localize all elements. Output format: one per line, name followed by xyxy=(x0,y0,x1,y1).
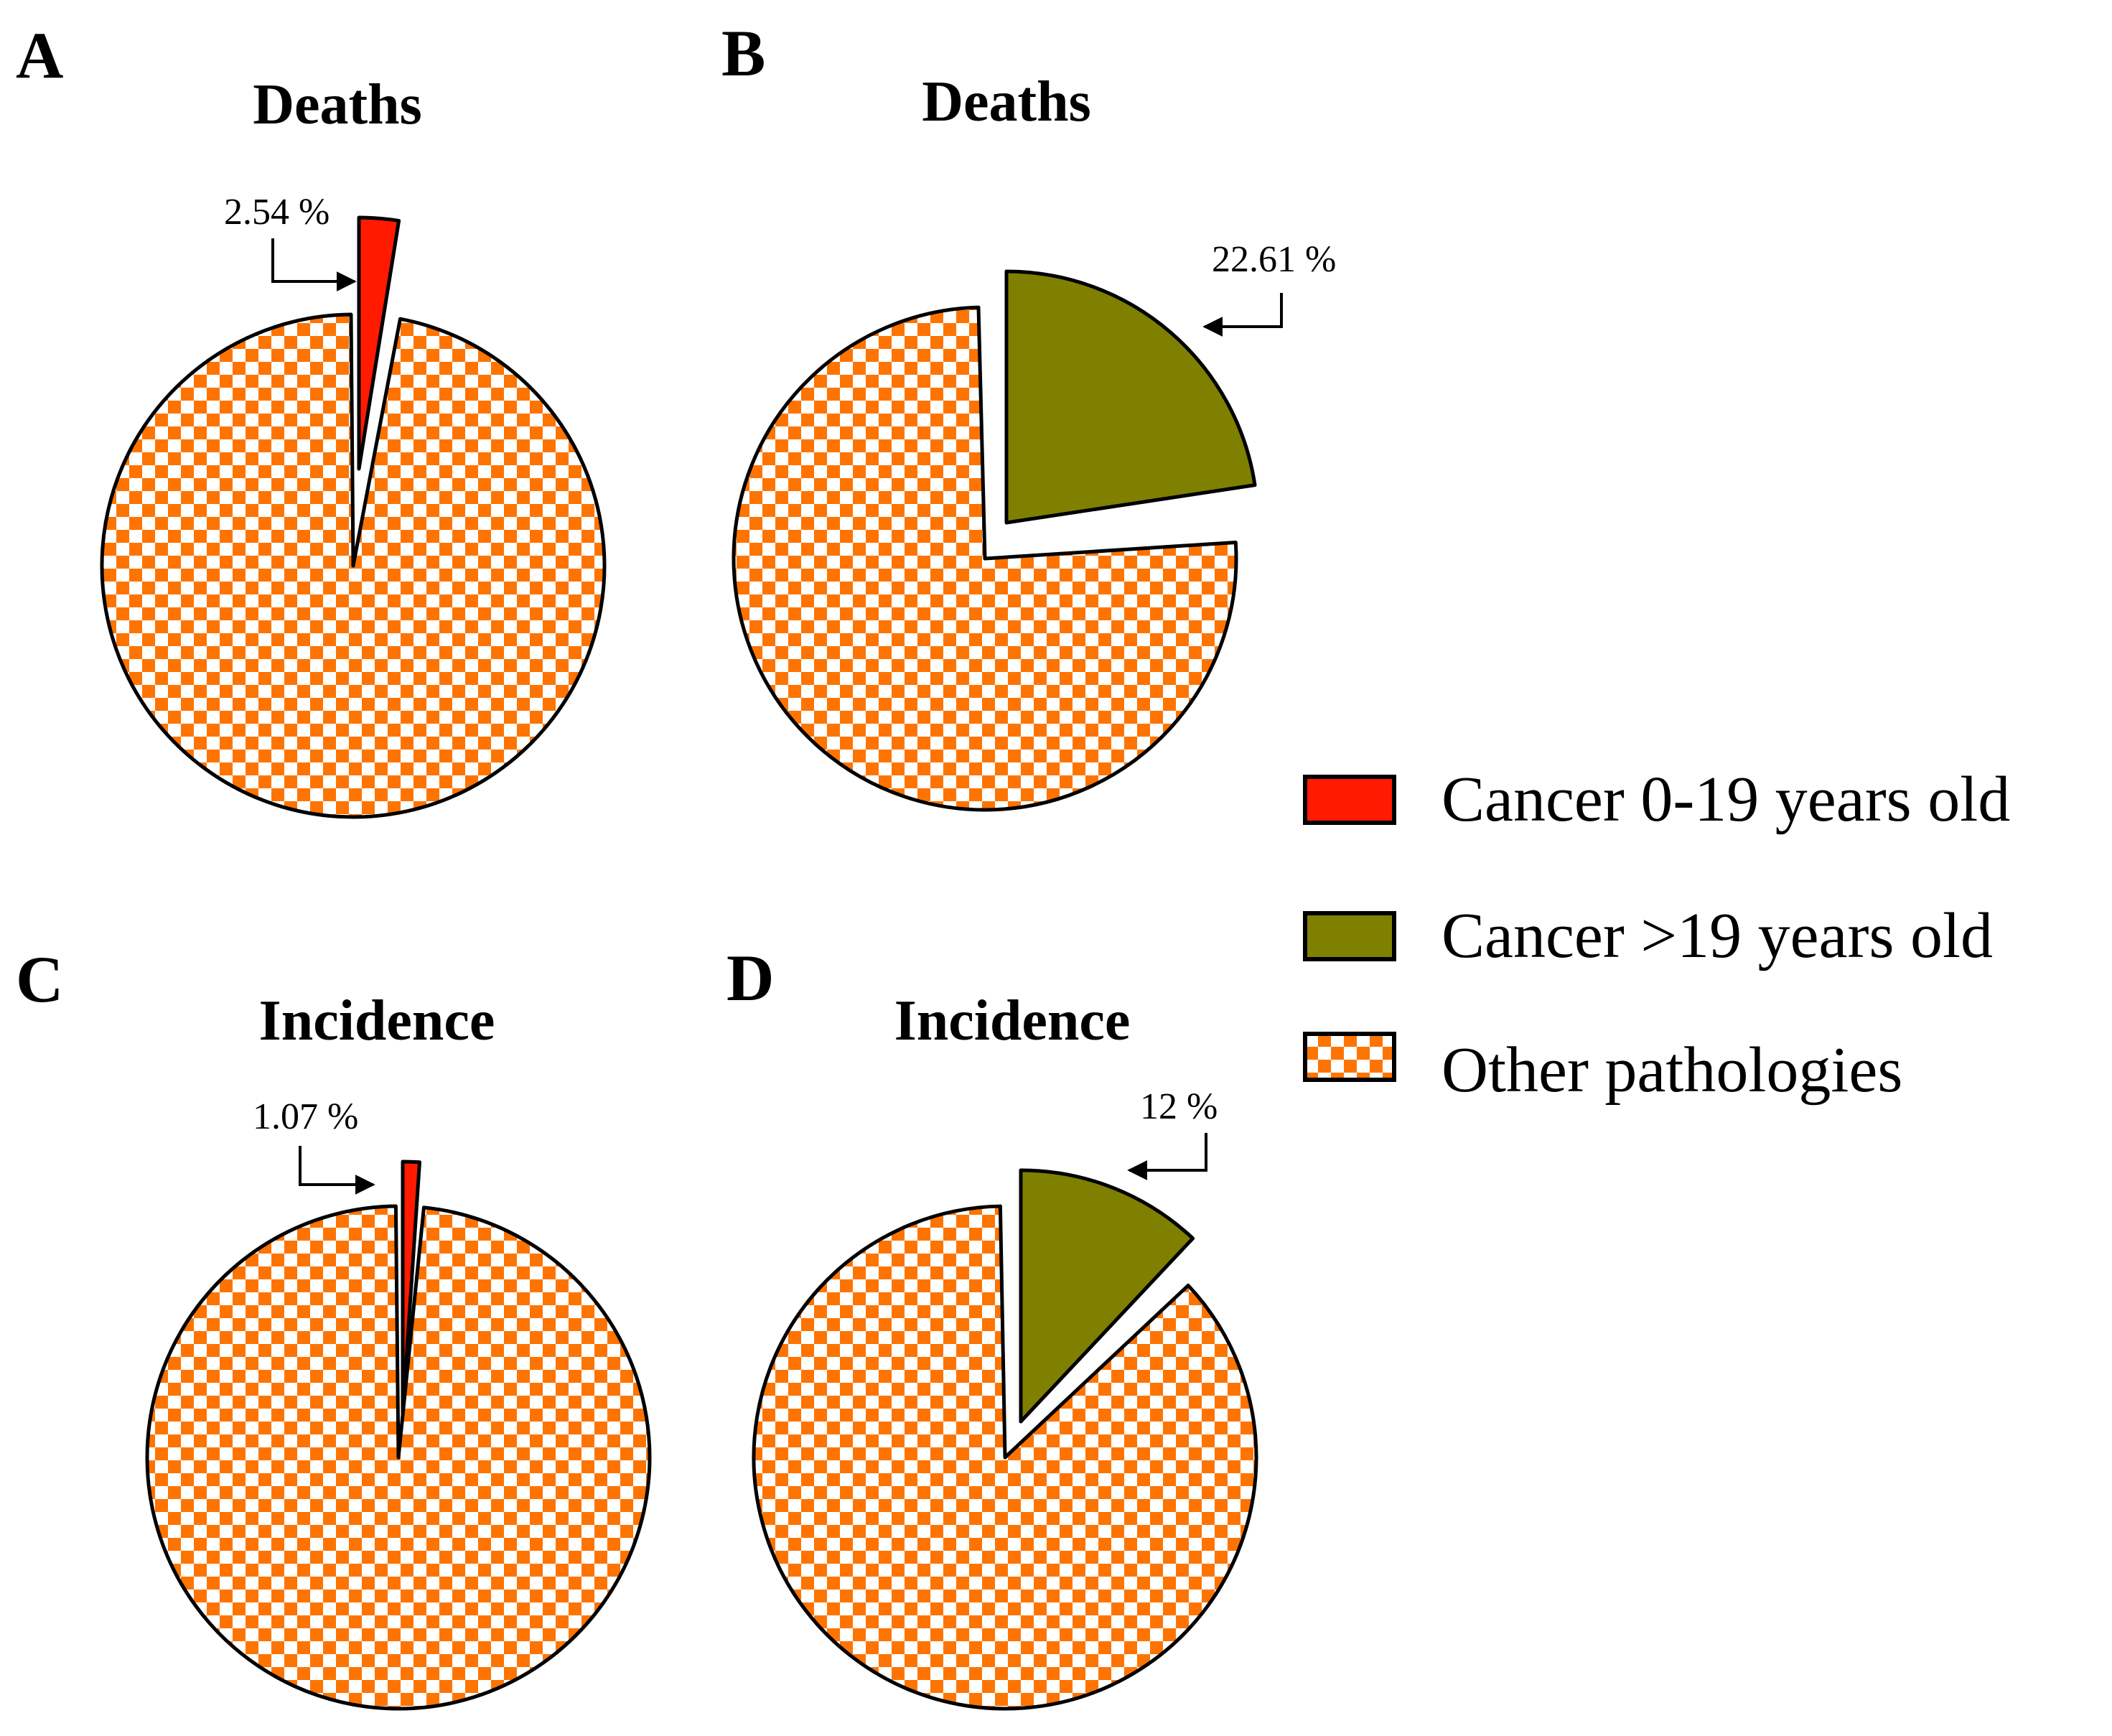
legend-swatch-other xyxy=(1303,1032,1396,1082)
legend-label-cancer-0-19: Cancer 0-19 years old xyxy=(1442,764,2010,835)
callout-arrow-c xyxy=(299,1146,375,1195)
callout-arrow-a xyxy=(271,238,357,291)
legend-swatch-cancer-0-19 xyxy=(1303,775,1396,825)
panel-letter-a: A xyxy=(16,19,63,92)
pie-slice-cancer-over-19 xyxy=(1004,269,1257,525)
panel-title-d: Incidence xyxy=(894,989,1131,1053)
legend-label-cancer-over-19: Cancer >19 years old xyxy=(1442,900,1993,971)
pie-slice-cancer-0-19 xyxy=(401,1159,422,1415)
pie-c xyxy=(145,1159,652,1711)
pie-slice-other-pathologies xyxy=(732,305,1238,812)
callout-arrow-d xyxy=(1127,1133,1207,1180)
pct-label-b: 22.61 % xyxy=(1212,239,1336,280)
pct-label-d: 12 % xyxy=(1140,1086,1218,1127)
pct-label-a: 2.54 % xyxy=(224,192,330,233)
panel-b: B Deaths 22.61 % xyxy=(721,17,1336,812)
pie-slice-other-pathologies xyxy=(145,1204,652,1711)
legend-swatch-cancer-over-19 xyxy=(1303,911,1396,961)
pct-label-c: 1.07 % xyxy=(253,1096,358,1137)
panel-title-b: Deaths xyxy=(922,70,1091,134)
pie-b xyxy=(732,269,1257,812)
pie-slice-other-pathologies xyxy=(100,312,607,819)
legend-label-other: Other pathologies xyxy=(1442,1035,1902,1106)
panel-letter-d: D xyxy=(726,941,774,1014)
panel-c: C Incidence 1.07 % xyxy=(16,943,652,1711)
pie-a xyxy=(100,215,607,819)
pie-d xyxy=(752,1168,1258,1711)
pie-slice-other-pathologies xyxy=(752,1204,1258,1711)
panel-letter-c: C xyxy=(16,943,63,1016)
panel-title-a: Deaths xyxy=(253,73,422,136)
callout-arrow-b xyxy=(1202,293,1283,337)
legend: Cancer 0-19 years old Cancer >19 years o… xyxy=(1303,764,2010,1106)
panel-title-c: Incidence xyxy=(259,989,495,1053)
panel-a: A Deaths 2.54 % xyxy=(16,19,607,819)
panel-d: D Incidence 12 % xyxy=(726,941,1258,1711)
pie-slice-cancer-over-19 xyxy=(1019,1168,1195,1424)
pie-slice-cancer-0-19 xyxy=(357,215,401,471)
panel-letter-b: B xyxy=(721,17,765,90)
